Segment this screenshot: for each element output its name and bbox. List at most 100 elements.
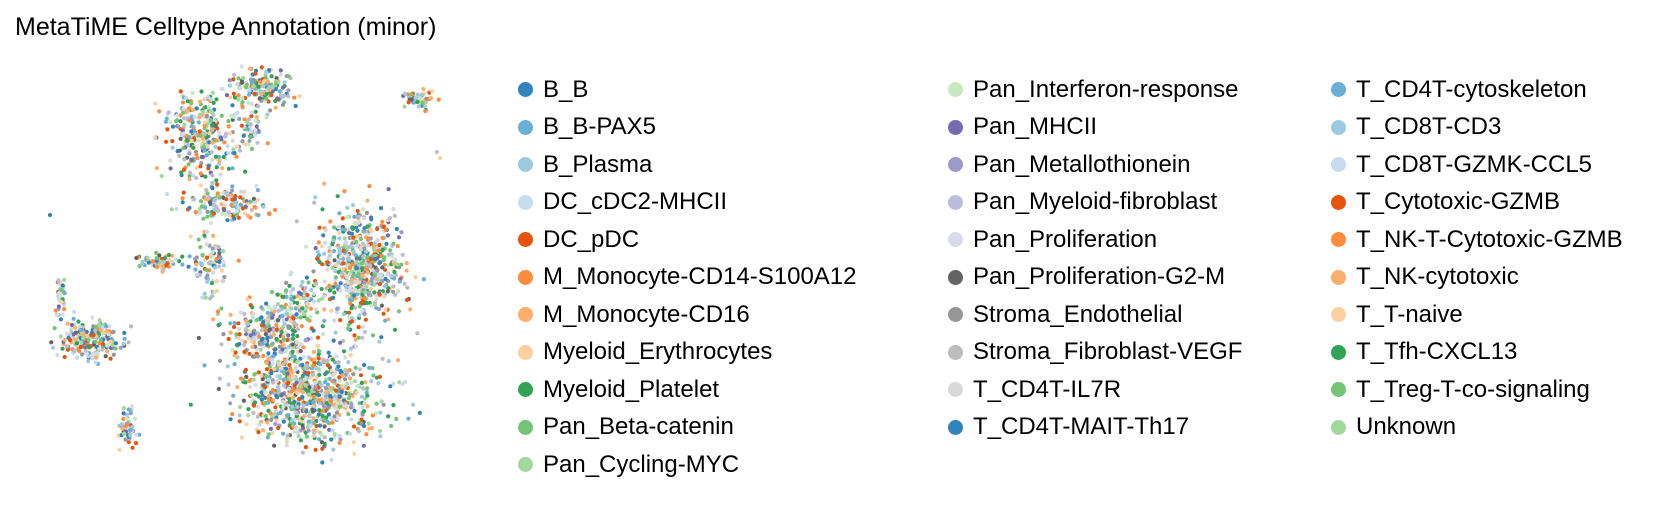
- scatter-point: [237, 419, 242, 424]
- scatter-point: [210, 127, 215, 132]
- scatter-point: [221, 332, 226, 337]
- scatter-point: [205, 144, 210, 149]
- scatter-point: [302, 312, 307, 317]
- scatter-point: [242, 189, 247, 195]
- scatter-point: [261, 353, 266, 359]
- scatter-point: [84, 351, 89, 356]
- scatter-point: [204, 153, 209, 158]
- scatter-point: [190, 90, 195, 96]
- scatter-point: [360, 292, 365, 297]
- legend-marker: [518, 82, 533, 98]
- scatter-point: [240, 338, 245, 343]
- scatter-point: [261, 428, 266, 433]
- legend-marker: [1331, 382, 1346, 398]
- scatter-point: [399, 262, 404, 267]
- scatter-point: [396, 235, 402, 240]
- scatter-point: [364, 249, 369, 254]
- scatter-point: [359, 261, 364, 266]
- scatter-point: [249, 102, 254, 107]
- scatter-point: [305, 401, 310, 406]
- scatter-point: [259, 315, 264, 320]
- scatter-point: [285, 371, 290, 376]
- scatter-point: [249, 146, 255, 151]
- scatter-point: [295, 327, 300, 332]
- scatter-point: [281, 419, 286, 424]
- scatter-point: [272, 207, 278, 212]
- scatter-point: [292, 421, 297, 426]
- scatter-point: [123, 437, 128, 442]
- scatter-point: [166, 252, 171, 258]
- scatter-point: [203, 295, 208, 300]
- scatter-point: [251, 196, 256, 201]
- scatter-point: [324, 370, 329, 375]
- legend-marker: [518, 344, 533, 360]
- scatter-point: [306, 371, 311, 376]
- scatter-point: [319, 440, 324, 445]
- legend-label: Myeloid_Erythrocytes: [543, 338, 773, 366]
- scatter-point: [214, 279, 219, 284]
- scatter-point: [227, 83, 233, 88]
- scatter-point: [228, 330, 233, 335]
- scatter-point: [321, 233, 326, 238]
- legend-marker: [948, 157, 963, 173]
- legend-item: T_CD4T-cytoskeleton: [1331, 71, 1661, 109]
- scatter-point: [409, 92, 414, 97]
- scatter-point: [368, 286, 373, 292]
- scatter-point: [157, 109, 162, 114]
- scatter-point: [157, 253, 162, 258]
- scatter-point: [327, 283, 332, 288]
- scatter-point: [189, 124, 194, 129]
- scatter-point: [325, 260, 330, 265]
- scatter-point: [377, 282, 382, 287]
- scatter-point: [263, 414, 268, 419]
- scatter-point: [222, 274, 227, 280]
- scatter-point: [330, 357, 335, 362]
- scatter-point: [65, 347, 71, 352]
- scatter-point: [344, 288, 349, 293]
- scatter-point: [408, 307, 413, 312]
- scatter-point: [284, 443, 289, 448]
- scatter-point: [264, 91, 269, 96]
- scatter-point: [238, 404, 243, 410]
- scatter-point: [387, 215, 393, 221]
- scatter-point: [54, 312, 60, 317]
- scatter-point: [160, 264, 165, 269]
- scatter-point: [204, 275, 209, 280]
- scatter-point: [370, 276, 375, 281]
- scatter-point: [217, 251, 222, 256]
- scatter-point: [376, 248, 381, 253]
- scatter-point: [338, 318, 343, 323]
- scatter-point: [170, 124, 176, 129]
- scatter-point: [261, 83, 266, 89]
- scatter-point: [381, 311, 386, 316]
- scatter-point: [225, 364, 230, 369]
- scatter-point: [168, 158, 173, 163]
- scatter-point: [246, 213, 251, 218]
- scatter-point: [315, 249, 320, 254]
- scatter-point: [265, 420, 270, 425]
- legend-marker: [518, 119, 533, 135]
- scatter-point: [281, 337, 287, 342]
- scatter-point: [362, 329, 367, 335]
- scatter-point: [338, 288, 343, 293]
- legend-label: T_CD4T-IL7R: [973, 375, 1122, 403]
- scatter-point: [350, 394, 355, 399]
- legend-label: Pan_MHCII: [973, 113, 1098, 141]
- scatter-point: [298, 349, 303, 354]
- scatter-point: [391, 206, 396, 212]
- scatter-point: [317, 253, 322, 258]
- scatter-point: [400, 252, 405, 257]
- scatter-point: [204, 242, 209, 247]
- scatter-point: [200, 154, 206, 160]
- scatter-point: [342, 189, 347, 194]
- scatter-point: [340, 373, 345, 378]
- scatter-point: [86, 338, 91, 343]
- legend-label: T_NK-cytotoxic: [1356, 263, 1519, 291]
- scatter-point: [236, 215, 241, 220]
- scatter-point: [217, 195, 222, 200]
- scatter-point: [317, 423, 322, 428]
- scatter-point: [262, 385, 268, 390]
- scatter-point: [238, 195, 243, 200]
- scatter-point: [214, 97, 219, 102]
- scatter-point: [239, 64, 244, 69]
